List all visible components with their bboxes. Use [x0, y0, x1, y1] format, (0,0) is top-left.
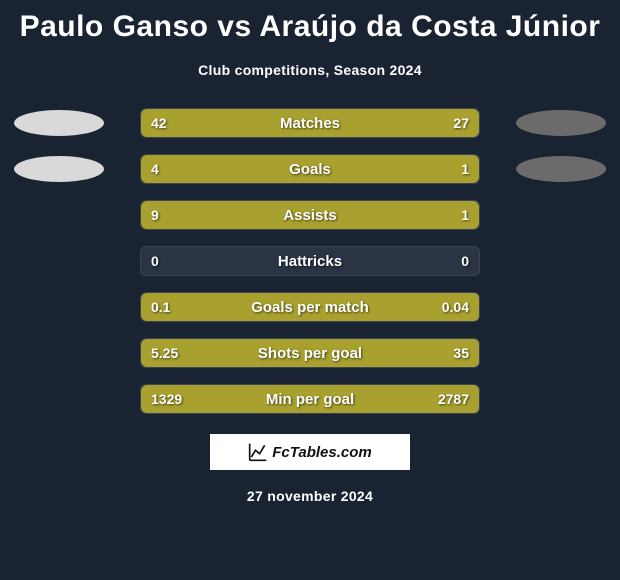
bar-label: Hattricks [141, 247, 479, 275]
bar-track: 41Goals [140, 154, 480, 184]
player-left-avatar [14, 110, 104, 136]
bar-track: 13292787Min per goal [140, 384, 480, 414]
bar-left-fill [141, 155, 405, 183]
bar-value-right: 0 [461, 247, 469, 275]
subtitle: Club competitions, Season 2024 [0, 62, 620, 78]
stat-row: 0 0Hattricks [0, 246, 620, 276]
bar-track: 0.10.04Goals per match [140, 292, 480, 322]
bar-track: 5.2535Shots per goal [140, 338, 480, 368]
bar-right-fill [405, 155, 479, 183]
bar-track: 91Assists [140, 200, 480, 230]
stat-row: 4227Matches [0, 108, 620, 138]
player-left-avatar [14, 156, 104, 182]
logo-text: FcTables.com [272, 444, 371, 461]
stat-row: 91Assists [0, 200, 620, 230]
stat-row: 5.2535Shots per goal [0, 338, 620, 368]
bar-track: 4227Matches [140, 108, 480, 138]
bar-left-fill [141, 339, 479, 367]
stat-row: 41Goals [0, 154, 620, 184]
player-right-avatar [516, 110, 606, 136]
bar-left-fill [141, 293, 479, 321]
stat-row: 0.10.04Goals per match [0, 292, 620, 322]
bar-track: 0 0Hattricks [140, 246, 480, 276]
bar-right-fill [344, 109, 479, 137]
bar-left-fill [141, 385, 479, 413]
bar-left-fill [141, 109, 344, 137]
stat-row: 13292787Min per goal [0, 384, 620, 414]
comparison-chart: 4227Matches 41Goals 91Assists 0 0Hattricks 0.… [0, 108, 620, 414]
page-title: Paulo Ganso vs Araújo da Costa Júnior [0, 0, 620, 44]
bar-left-fill [141, 201, 411, 229]
logo-badge: FcTables.com [210, 434, 410, 470]
chart-icon [248, 442, 268, 462]
bar-value-left: 0 [151, 247, 159, 275]
player-right-avatar [516, 156, 606, 182]
date-label: 27 november 2024 [0, 488, 620, 504]
bar-right-fill [411, 201, 479, 229]
